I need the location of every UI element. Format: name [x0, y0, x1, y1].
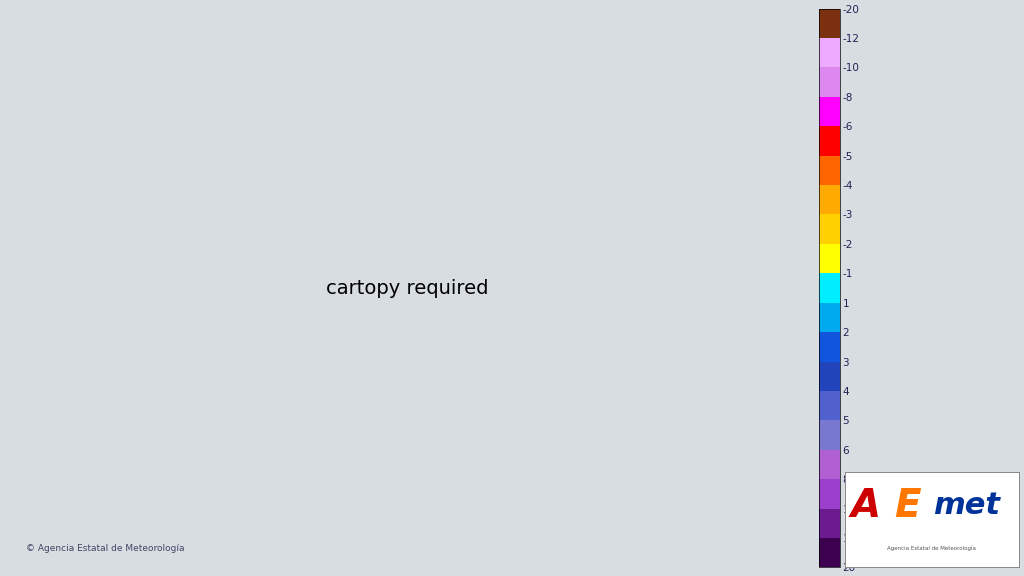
Text: met: met [933, 491, 1000, 520]
Text: cartopy required: cartopy required [326, 279, 488, 297]
Text: Agencia Estatal de Meteorología: Agencia Estatal de Meteorología [888, 545, 976, 551]
Text: © Agencia Estatal de Meteorología: © Agencia Estatal de Meteorología [27, 544, 184, 554]
Text: E: E [894, 487, 921, 525]
Text: A: A [851, 487, 881, 525]
